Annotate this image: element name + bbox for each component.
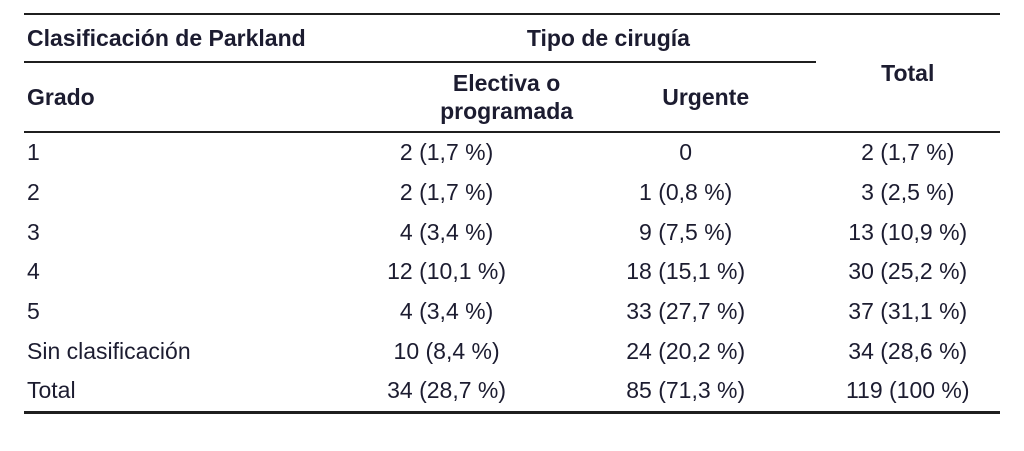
cell-urgent: 1 (0,8 %) bbox=[639, 179, 733, 206]
header-total: Total bbox=[815, 13, 1000, 133]
table-row-grade-1: 1 2 (1,7 %) 0 2 (1,7 %) bbox=[24, 132, 1000, 173]
cell-grade: 2 bbox=[27, 179, 40, 206]
cell-urgent: 0 bbox=[679, 139, 693, 166]
cell-grade: Total bbox=[24, 371, 338, 414]
header-sub-row: Grado Electiva o programada Urgente bbox=[24, 62, 1000, 133]
cell-total: 119 (100 %) bbox=[815, 371, 1000, 414]
header-elective: Electiva o programada bbox=[337, 62, 573, 133]
header-urgent-label: Urgente bbox=[662, 83, 750, 110]
table-row-grade-2: 2 2 (1,7 %) 1 (0,8 %) 3 (2,5 %) bbox=[24, 173, 1000, 213]
cell-elective: 34 (28,7 %) bbox=[337, 371, 556, 414]
cell-urgent: 85 (71,3 %) bbox=[555, 371, 816, 414]
cell-urgent: 18 (15,1 %) bbox=[626, 258, 746, 285]
cell-total: 34 (28,6 %) bbox=[848, 337, 968, 364]
cell-total: 2 (1,7 %) bbox=[861, 139, 955, 166]
cell-elective: 4 (3,4 %) bbox=[399, 298, 494, 325]
table-row-grade-5: 5 4 (3,4 %) 33 (27,7 %) 37 (31,1 %) bbox=[24, 292, 1000, 332]
header-urgent: Urgente bbox=[555, 62, 816, 133]
cell-elective: 4 (3,4 %) bbox=[399, 218, 494, 245]
cell-urgent: 9 (7,5 %) bbox=[639, 218, 733, 245]
cell-grade: 5 bbox=[27, 298, 40, 325]
cell-grade: Sin clasificación bbox=[27, 337, 191, 364]
parkland-classification-table: Clasificación de Parkland Tipo de cirugí… bbox=[24, 13, 1000, 414]
header-elective-label: Electiva o programada bbox=[440, 70, 574, 124]
cell-urgent: 33 (27,7 %) bbox=[626, 298, 746, 325]
table-row-total: Total 34 (28,7 %) 85 (71,3 %) 119 (100 %… bbox=[24, 371, 1000, 414]
cell-grade: 1 bbox=[27, 139, 40, 166]
cell-elective: 12 (10,1 %) bbox=[387, 258, 507, 285]
cell-elective: 2 (1,7 %) bbox=[399, 179, 494, 206]
cell-elective: 10 (8,4 %) bbox=[393, 337, 500, 364]
cell-urgent: 24 (20,2 %) bbox=[626, 337, 746, 364]
cell-grade: 4 bbox=[27, 258, 40, 285]
cell-total: 37 (31,1 %) bbox=[848, 298, 968, 325]
cell-elective: 2 (1,7 %) bbox=[399, 139, 494, 166]
header-surgery-type-label: Tipo de cirugía bbox=[526, 24, 690, 51]
header-surgery-type: Tipo de cirugía bbox=[337, 13, 816, 63]
cell-grade: 3 bbox=[27, 218, 40, 245]
table-row-grade-4: 4 12 (10,1 %) 18 (15,1 %) 30 (25,2 %) bbox=[24, 252, 1000, 292]
header-grade: Grado bbox=[24, 62, 338, 133]
cell-total: 30 (25,2 %) bbox=[848, 258, 968, 285]
header-group-row: Clasificación de Parkland Tipo de cirugí… bbox=[24, 13, 1000, 133]
table-row-unclassified: Sin clasificación 10 (8,4 %) 24 (20,2 %)… bbox=[24, 331, 1000, 371]
header-classification: Clasificación de Parkland bbox=[24, 13, 338, 63]
cell-total: 3 (2,5 %) bbox=[861, 179, 955, 206]
table-row-grade-3: 3 4 (3,4 %) 9 (7,5 %) 13 (10,9 %) bbox=[24, 212, 1000, 252]
cell-total: 13 (10,9 %) bbox=[848, 218, 968, 245]
